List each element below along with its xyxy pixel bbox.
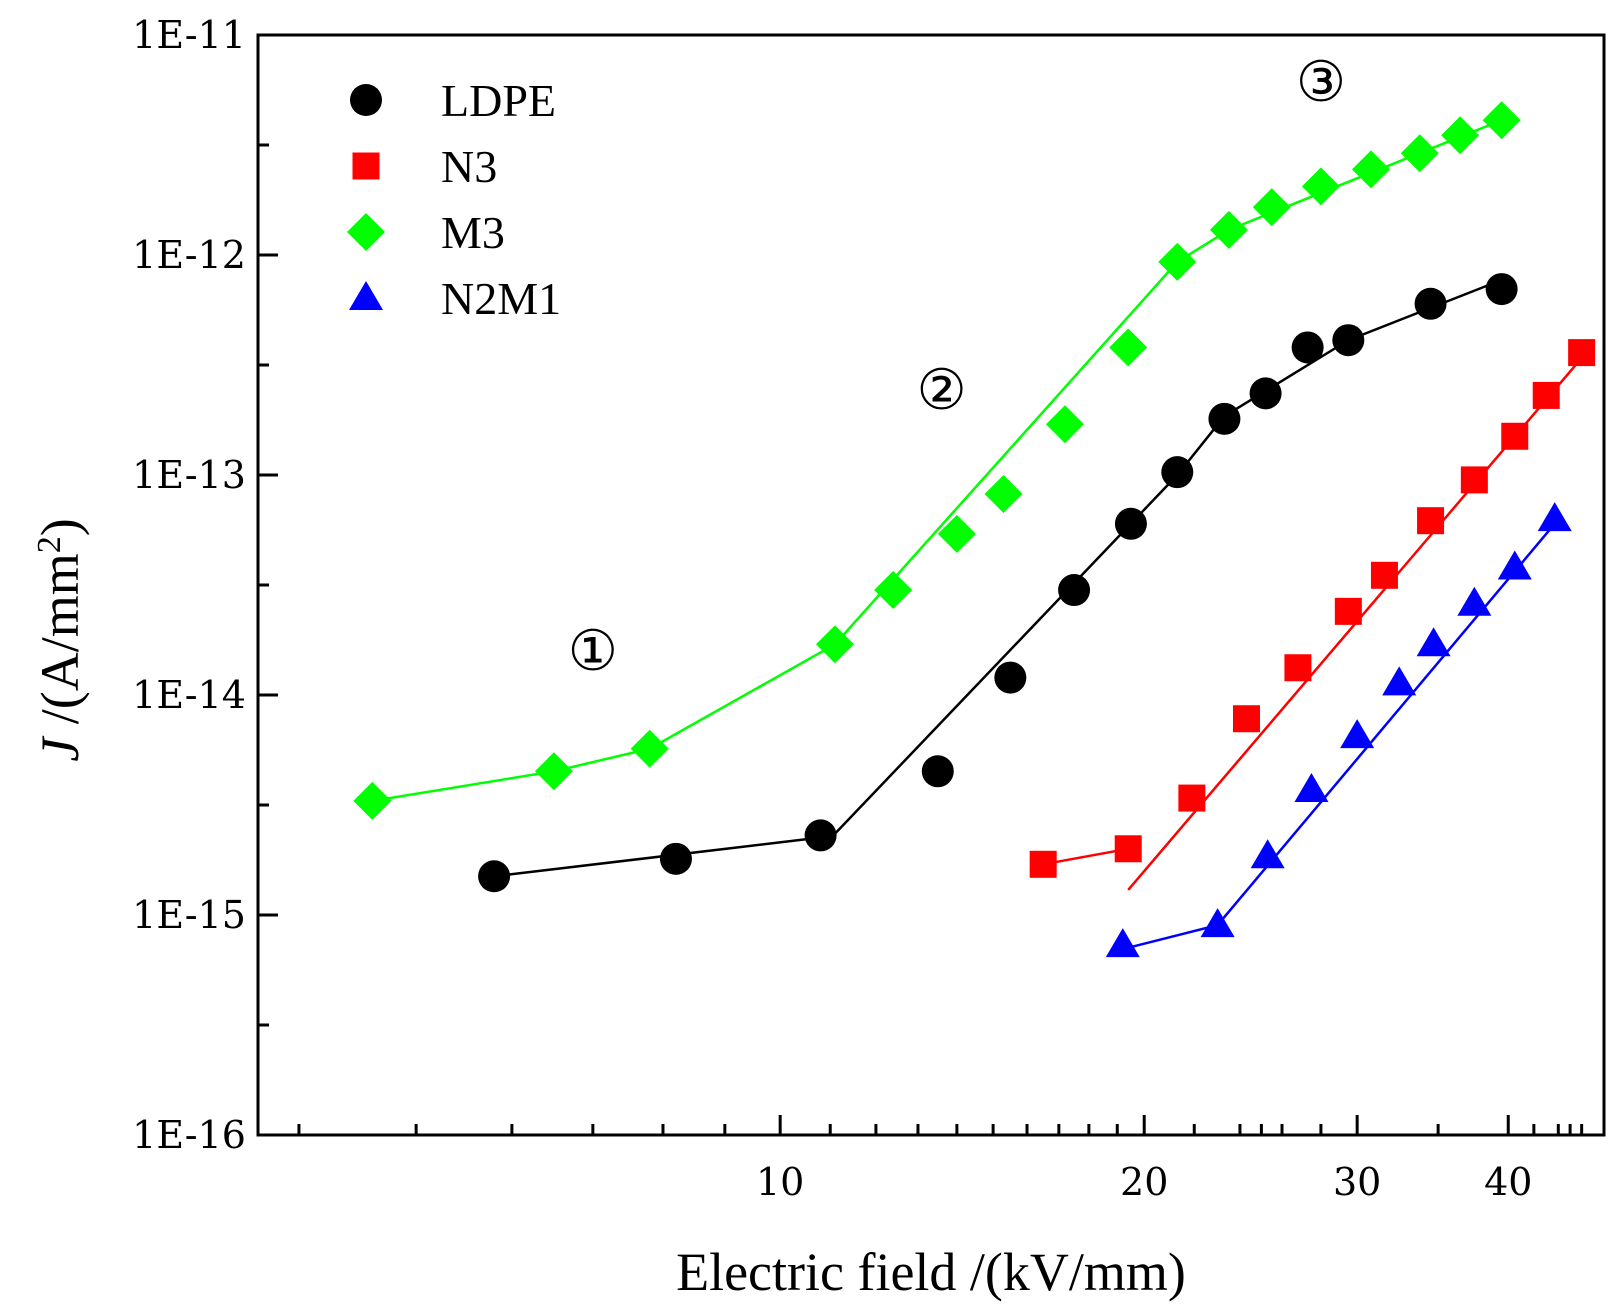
m3-point (1158, 242, 1197, 281)
x-tick-label: 30 (1333, 1160, 1381, 1204)
ldpe-fit-line (493, 836, 821, 878)
n3-point (1232, 705, 1260, 733)
n2m1-point (1294, 772, 1329, 802)
m3-point (534, 752, 573, 791)
n2m1-legend-marker (349, 281, 383, 310)
n2m1-point (1200, 908, 1235, 938)
region-label: ③ (1296, 50, 1346, 115)
ldpe-point (478, 860, 511, 893)
ldpe-point (1161, 456, 1194, 489)
legend-label-ldpe: LDPE (441, 75, 556, 126)
m3-point (1351, 150, 1390, 189)
ldpe-point (921, 755, 954, 788)
m3-point (984, 474, 1023, 513)
m3-point (353, 781, 392, 820)
ldpe-point (1332, 324, 1365, 357)
m3-point (937, 514, 976, 553)
m3-point (1252, 188, 1291, 227)
y-tick-label: 1E-14 (132, 673, 246, 717)
n2m1-point (1537, 502, 1572, 532)
legend-label-n3: N3 (441, 141, 497, 192)
fit-lines (372, 119, 1583, 951)
y-axis-title-symbol: J (30, 735, 90, 762)
ldpe-point (1485, 273, 1518, 306)
n3-point (1417, 507, 1445, 535)
n3-point (1029, 850, 1057, 878)
n3-point (1284, 654, 1312, 682)
plot-frame (256, 33, 1606, 1137)
n3-legend-marker (352, 152, 380, 180)
ldpe-point (1291, 331, 1324, 364)
n3-point (1334, 597, 1362, 625)
x-tick-label: 20 (1120, 1160, 1168, 1204)
y-axis-title: J /(A/mm2) (30, 518, 90, 761)
n3-point (1501, 422, 1529, 450)
n2m1-point (1497, 550, 1532, 580)
x-axis: 10 20 30 40 (297, 1115, 1606, 1204)
m3-point (1441, 116, 1480, 155)
annotations: ① ② ③ (568, 50, 1346, 684)
m3-point (1109, 328, 1148, 367)
legend: LDPE N3 M3 N2M1 (347, 75, 561, 324)
ldpe-point (1414, 287, 1447, 320)
y-tick-label: 1E-11 (132, 13, 246, 57)
n3-point (1114, 835, 1142, 863)
n2m1-point (1457, 586, 1492, 616)
m3-point (630, 729, 669, 768)
n3-point (1370, 561, 1398, 589)
n2m1-point (1105, 928, 1140, 958)
ldpe-point (1114, 507, 1147, 540)
x-tick-label: 40 (1484, 1160, 1532, 1204)
y-tick-label: 1E-15 (132, 893, 246, 937)
m3-point (874, 571, 913, 610)
y-tick-label: 1E-16 (132, 1113, 246, 1157)
m3-point (1209, 210, 1248, 249)
n3-point (1568, 339, 1596, 367)
n2m1-fit-line (1122, 522, 1556, 951)
y-tick-label: 1E-12 (132, 233, 246, 277)
n2m1-point (1416, 627, 1451, 657)
y-axis: 1E-16 1E-15 1E-14 1E-13 1E-12 1E-11 (132, 13, 278, 1157)
n2m1-point (1250, 839, 1285, 869)
n2m1-point (1382, 666, 1417, 696)
ldpe-point (1249, 377, 1282, 410)
n3-point (1532, 381, 1560, 409)
n3-fit-line (1042, 847, 1129, 866)
region-label: ① (568, 619, 618, 684)
ldpe-point (1208, 402, 1241, 435)
data-markers (353, 101, 1596, 958)
n2m1-point (1340, 719, 1375, 749)
ldpe-point (659, 842, 692, 875)
y-axis-title-close: ) (30, 518, 90, 536)
m3-point (815, 625, 854, 664)
m3-point (1045, 405, 1084, 444)
x-axis-title: Electric field /(kV/mm) (676, 1242, 1186, 1302)
y-axis-title-superscript: 2 (31, 536, 68, 553)
n3-point (1178, 784, 1206, 812)
legend-label-n2m1: N2M1 (441, 273, 561, 324)
m3-point (1482, 101, 1521, 140)
legend-label-m3: M3 (441, 207, 505, 258)
ldpe-point (994, 661, 1027, 694)
ldpe-point (804, 819, 837, 852)
m3-point (1400, 134, 1439, 173)
y-axis-title-unit: /(A/mm (30, 553, 90, 738)
m3-point (1301, 167, 1340, 206)
x-tick-label: 10 (756, 1160, 804, 1204)
region-label: ② (917, 358, 967, 423)
m3-legend-marker (347, 213, 385, 251)
y-tick-label: 1E-13 (132, 453, 246, 497)
ldpe-legend-marker (350, 84, 382, 116)
ldpe-point (1058, 574, 1091, 607)
n3-point (1460, 466, 1488, 494)
m3-fit-line (372, 119, 1503, 803)
